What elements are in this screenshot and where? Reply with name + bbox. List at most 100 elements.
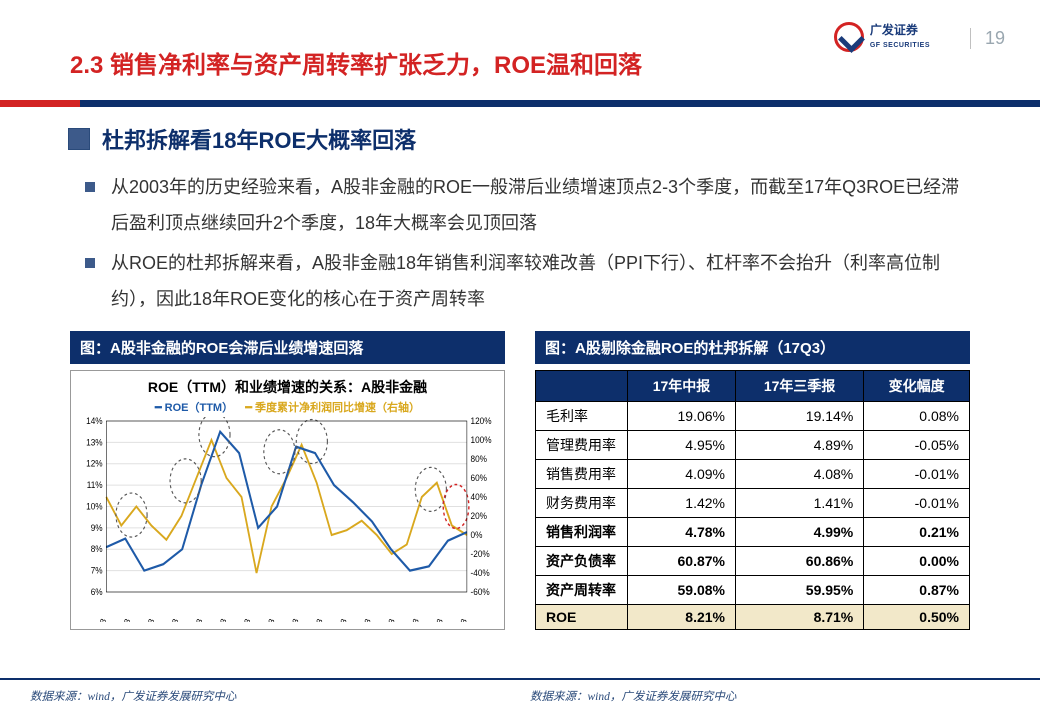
page-number: 19 [970,28,1005,49]
svg-text:2008/3: 2008/3 [212,617,228,622]
legend-growth: ━ 季度累计净利润同比增速（右轴） [245,402,420,414]
svg-text:10%: 10% [86,501,103,511]
svg-text:2015/3: 2015/3 [380,617,396,622]
cell: 0.87% [864,576,970,605]
svg-text:2012/3: 2012/3 [308,617,324,622]
cell: 60.87% [628,547,736,576]
chart-legend: ━ ROE（TTM） ━ 季度累计净利润同比增速（右轴） [77,399,498,415]
svg-text:8%: 8% [91,544,103,554]
figure-label-left: 图：A股非金融的ROE会滞后业绩增速回落 [70,331,505,364]
logo-icon [834,22,864,52]
row-label: 管理费用率 [536,431,628,460]
svg-text:2006/3: 2006/3 [164,617,180,622]
table-header: 17年三季报 [736,371,864,402]
chart-plot: 6% 7% 8% 9% 10% 11% 12% 13% 14% -60% -40% -20% 0% 20%… [77,417,498,622]
svg-text:2003/3: 2003/3 [92,617,108,622]
bullet-list: 从2003年的历史经验来看，A股非金融的ROE一般滞后业绩增速顶点2-3个季度，… [40,169,1000,317]
right-column: 图：A股剔除金融ROE的杜邦拆解（17Q3） 17年中报17年三季报变化幅度毛利… [535,331,970,630]
svg-text:100%: 100% [471,435,492,445]
svg-text:2013/3: 2013/3 [332,617,348,622]
cell: 59.08% [628,576,736,605]
cell: 4.99% [736,518,864,547]
row-label: 资产周转率 [536,576,628,605]
cell: 1.42% [628,489,736,518]
subheading: 杜邦拆解看18年ROE大概率回落 [68,123,1000,155]
subheading-text: 杜邦拆解看18年ROE大概率回落 [102,123,416,155]
cell: 19.06% [628,402,736,431]
table-header: 17年中报 [628,371,736,402]
header: 广发证券GF SECURITIES 19 2.3 销售净利率与资产周转率扩张乏力… [0,0,1040,95]
square-icon [68,128,90,150]
cell: -0.01% [864,460,970,489]
svg-text:-40%: -40% [471,568,491,578]
svg-text:40%: 40% [471,492,488,502]
source-right: 数据来源：wind，广发证券发展研究中心 [530,688,736,704]
logo: 广发证券GF SECURITIES [834,22,930,52]
svg-text:11%: 11% [87,480,103,490]
svg-text:2016/3: 2016/3 [404,617,420,622]
svg-text:2004/3: 2004/3 [116,617,132,622]
svg-text:80%: 80% [471,454,488,464]
svg-text:6%: 6% [91,587,103,597]
cell: 4.95% [628,431,736,460]
dupont-table: 17年中报17年三季报变化幅度毛利率19.06%19.14%0.08%管理费用率… [535,370,970,630]
bullet-item: 从2003年的历史经验来看，A股非金融的ROE一般滞后业绩增速顶点2-3个季度，… [85,169,970,241]
cell: -0.01% [864,489,970,518]
logo-text: 广发证券GF SECURITIES [870,24,930,50]
row-label: 财务费用率 [536,489,628,518]
chart-title: ROE（TTM）和业绩增速的关系：A股非金融 [77,377,498,397]
cell: 60.86% [736,547,864,576]
table-row: 销售费用率4.09%4.08%-0.01% [536,460,970,489]
cell: 0.00% [864,547,970,576]
roe-chart: ROE（TTM）和业绩增速的关系：A股非金融 ━ ROE（TTM） ━ 季度累计… [70,370,505,630]
svg-text:7%: 7% [91,565,103,575]
svg-text:14%: 14% [86,417,103,426]
cell: 4.09% [628,460,736,489]
svg-text:-20%: -20% [471,549,491,559]
table-row-roe: ROE8.21%8.71%0.50% [536,605,970,630]
svg-text:0%: 0% [471,530,483,540]
table-row: 销售利润率4.78%4.99%0.21% [536,518,970,547]
row-label: 销售费用率 [536,460,628,489]
svg-text:9%: 9% [91,523,103,533]
svg-text:120%: 120% [471,417,492,426]
row-label: 毛利率 [536,402,628,431]
cell: -0.05% [864,431,970,460]
left-column: 图：A股非金融的ROE会滞后业绩增速回落 ROE（TTM）和业绩增速的关系：A股… [70,331,505,630]
svg-text:2018/3: 2018/3 [452,617,468,622]
svg-text:12%: 12% [86,458,103,468]
table-header: 变化幅度 [864,371,970,402]
svg-text:2017/3: 2017/3 [428,617,444,622]
bullet-item: 从ROE的杜邦拆解来看，A股非金融18年销售利润率较难改善（PPI下行）、杠杆率… [85,245,970,317]
table-row: 毛利率19.06%19.14%0.08% [536,402,970,431]
svg-text:2005/3: 2005/3 [140,617,156,622]
table-row: 资产负债率60.87%60.86%0.00% [536,547,970,576]
source-left: 数据来源：wind，广发证券发展研究中心 [30,688,236,704]
content: 杜邦拆解看18年ROE大概率回落 从2003年的历史经验来看，A股非金融的ROE… [0,123,1040,630]
header-stripe [0,100,1040,107]
cell: 4.08% [736,460,864,489]
table-row: 管理费用率4.95%4.89%-0.05% [536,431,970,460]
svg-text:2011/3: 2011/3 [284,617,300,622]
row-label: 销售利润率 [536,518,628,547]
svg-text:2007/3: 2007/3 [188,617,204,622]
svg-text:20%: 20% [471,511,488,521]
cell: 0.21% [864,518,970,547]
cell: 59.95% [736,576,864,605]
table-row: 财务费用率1.42%1.41%-0.01% [536,489,970,518]
cell: 1.41% [736,489,864,518]
cell: 4.89% [736,431,864,460]
cell: 19.14% [736,402,864,431]
legend-roe: ━ ROE（TTM） [155,402,233,414]
svg-text:2010/3: 2010/3 [260,617,276,622]
row-label: 资产负债率 [536,547,628,576]
svg-text:60%: 60% [471,473,488,483]
svg-text:2009/3: 2009/3 [236,617,252,622]
svg-text:-60%: -60% [471,587,491,597]
cell: 4.78% [628,518,736,547]
figure-label-right: 图：A股剔除金融ROE的杜邦拆解（17Q3） [535,331,970,364]
table-row: 资产周转率59.08%59.95%0.87% [536,576,970,605]
cell: 0.08% [864,402,970,431]
svg-text:13%: 13% [86,437,103,447]
table-header [536,371,628,402]
